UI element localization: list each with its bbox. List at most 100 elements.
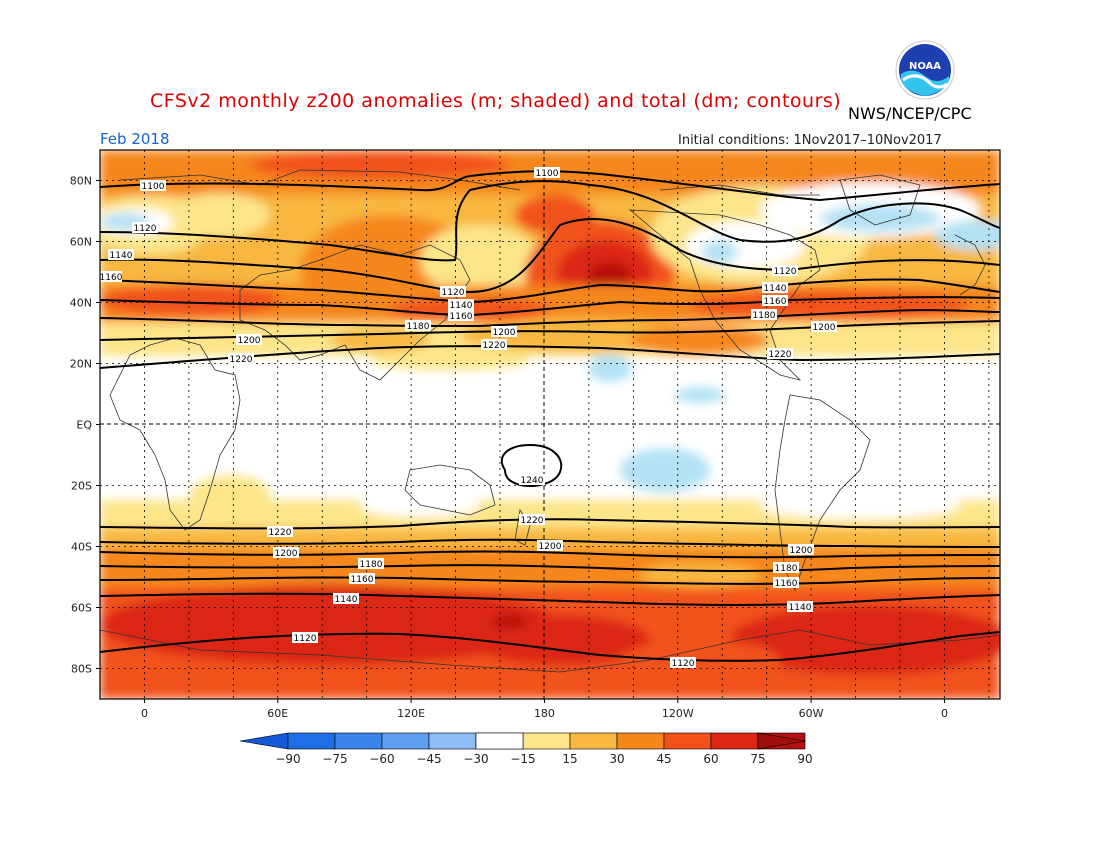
svg-text:1120: 1120 xyxy=(442,288,465,298)
lat-tick-label: 60S xyxy=(71,602,92,615)
initial-conditions-label: Initial conditions: 1Nov2017–10Nov2017 xyxy=(678,133,942,148)
svg-text:1220: 1220 xyxy=(230,355,253,365)
lon-axis-labels: 0 60E 120E 180 120W 60W 0 xyxy=(141,699,948,720)
map-title: CFSv2 monthly z200 anomalies (m; shaded)… xyxy=(150,90,842,112)
svg-text:1200: 1200 xyxy=(790,546,813,556)
contour-label: 1160 xyxy=(448,310,474,322)
svg-text:1120: 1120 xyxy=(294,634,317,644)
svg-text:1160: 1160 xyxy=(100,273,123,283)
svg-text:1140: 1140 xyxy=(450,301,473,311)
contour-label: 1140 xyxy=(108,249,134,261)
contour-label: 1160 xyxy=(773,577,799,589)
contour-label: 1160 xyxy=(100,271,123,283)
contour-label: 1100 xyxy=(140,180,166,192)
lon-tick-label: 0 xyxy=(941,707,948,720)
svg-text:1200: 1200 xyxy=(493,328,516,338)
contour-label: 1180 xyxy=(358,558,384,570)
colorbar: −90 −75 −60 −45 −30 −15 15 30 45 60 75 90 xyxy=(239,732,813,766)
contour-label: 1160 xyxy=(349,573,375,585)
contour-label: 1200 xyxy=(273,547,299,559)
contour-label: 1220 xyxy=(228,353,254,365)
contour-label: 1200 xyxy=(811,321,837,333)
contour-label: 1180 xyxy=(773,562,799,574)
svg-text:1140: 1140 xyxy=(789,603,812,613)
svg-text:1120: 1120 xyxy=(774,267,797,277)
colorbar-tick-label: 30 xyxy=(609,752,624,766)
lon-tick-label: 60W xyxy=(799,707,824,720)
contour-label: 1140 xyxy=(448,299,474,311)
contour-label: 1180 xyxy=(405,320,431,332)
svg-text:1200: 1200 xyxy=(238,336,261,346)
contour-label: 1220 xyxy=(767,348,793,360)
contour-label: 1120 xyxy=(670,657,696,669)
noaa-logo-text: NOAA xyxy=(909,61,941,72)
colorbar-swatch xyxy=(334,732,383,750)
contour-label: 1200 xyxy=(236,334,262,346)
agency-credit: NWS/NCEP/CPC xyxy=(848,104,972,123)
lon-tick-label: 120W xyxy=(662,707,694,720)
colorbar-tick-label: −75 xyxy=(322,752,347,766)
lat-tick-label: 20N xyxy=(70,358,92,371)
svg-text:1140: 1140 xyxy=(110,251,133,261)
colorbar-tick-label: −45 xyxy=(416,752,441,766)
lon-tick-label: 60E xyxy=(267,707,288,720)
lat-tick-label: 80N xyxy=(70,175,92,188)
colorbar-high-arrow xyxy=(757,732,807,750)
colorbar-swatch xyxy=(428,732,477,750)
lat-tick-label: 40N xyxy=(70,297,92,310)
lat-tick-label: 40S xyxy=(71,541,92,554)
contour-label: 1120 xyxy=(292,632,318,644)
svg-text:1220: 1220 xyxy=(769,350,792,360)
svg-text:1240: 1240 xyxy=(521,476,544,486)
svg-text:1160: 1160 xyxy=(764,297,787,307)
colorbar-swatch xyxy=(287,732,336,750)
valid-month-label: Feb 2018 xyxy=(100,130,170,148)
contour-label: 1100 xyxy=(534,167,560,179)
lat-tick-label: 20S xyxy=(71,480,92,493)
svg-text:1140: 1140 xyxy=(335,595,358,605)
colorbar-swatch xyxy=(381,732,430,750)
svg-text:1100: 1100 xyxy=(536,169,559,179)
contour-label: 1200 xyxy=(788,544,814,556)
lat-tick-label: 80S xyxy=(71,663,92,676)
contour-label: 1140 xyxy=(333,593,359,605)
colorbar-tick-label: 45 xyxy=(656,752,671,766)
svg-text:1160: 1160 xyxy=(351,575,374,585)
lat-axis-labels: 80N 60N 40N 20N EQ 20S 40S 60S 80S xyxy=(70,175,100,676)
svg-text:1220: 1220 xyxy=(483,341,506,351)
contour-label: 1120 xyxy=(772,265,798,277)
svg-text:1100: 1100 xyxy=(142,182,165,192)
contour-label: 1160 xyxy=(762,295,788,307)
svg-text:1200: 1200 xyxy=(813,323,836,333)
contour-label: 1220 xyxy=(519,514,545,526)
colorbar-swatch xyxy=(522,732,571,750)
lon-tick-label: 120E xyxy=(397,707,425,720)
contour-label: 1220 xyxy=(481,339,507,351)
svg-text:1180: 1180 xyxy=(775,564,798,574)
lon-tick-label: 180 xyxy=(534,707,555,720)
contour-labels: 1100 1100 1120 1120 1120 1120 1120 1140 … xyxy=(100,167,837,669)
svg-text:1200: 1200 xyxy=(539,542,562,552)
svg-text:1180: 1180 xyxy=(753,311,776,321)
colorbar-swatch xyxy=(569,732,618,750)
contour-label: 1200 xyxy=(491,326,517,338)
svg-text:1220: 1220 xyxy=(521,516,544,526)
contour-label: 1240 xyxy=(519,474,545,486)
colorbar-low-arrow xyxy=(239,732,289,750)
svg-text:1200: 1200 xyxy=(275,549,298,559)
noaa-logo-icon: NOAA xyxy=(895,40,955,100)
svg-text:1120: 1120 xyxy=(672,659,695,669)
svg-text:1140: 1140 xyxy=(764,284,787,294)
svg-text:1120: 1120 xyxy=(134,224,157,234)
colorbar-swatch xyxy=(616,732,665,750)
svg-text:1160: 1160 xyxy=(450,312,473,322)
colorbar-swatch xyxy=(663,732,712,750)
colorbar-tick-label: 75 xyxy=(750,752,765,766)
colorbar-tick-label: −15 xyxy=(510,752,535,766)
contour-label: 1120 xyxy=(132,222,158,234)
contour-label: 1200 xyxy=(537,540,563,552)
colorbar-tick-label: 15 xyxy=(562,752,577,766)
colorbar-tick-label: −60 xyxy=(369,752,394,766)
lat-tick-label: 60N xyxy=(70,236,92,249)
